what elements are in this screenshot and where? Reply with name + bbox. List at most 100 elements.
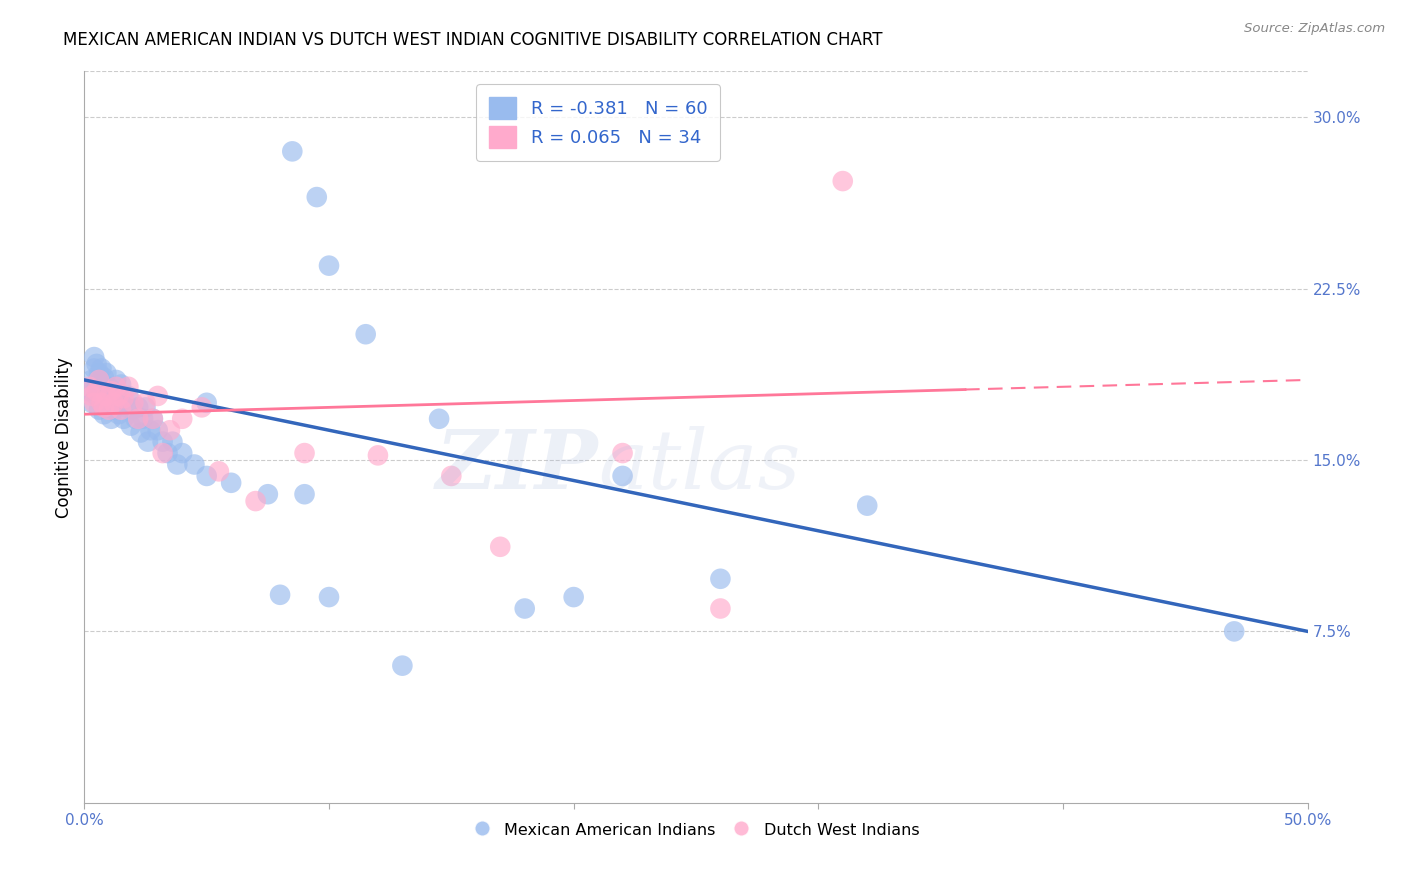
Point <box>281 145 304 159</box>
Point <box>105 380 128 394</box>
Point <box>269 588 291 602</box>
Point <box>132 412 155 426</box>
Point <box>93 391 115 405</box>
Point <box>93 401 115 415</box>
Point <box>80 389 103 403</box>
Point <box>80 373 103 387</box>
Point <box>87 373 110 387</box>
Point <box>257 487 280 501</box>
Point <box>294 446 316 460</box>
Point <box>105 373 128 387</box>
Point <box>183 458 205 472</box>
Point <box>513 601 536 615</box>
Point <box>427 412 450 426</box>
Point <box>305 190 328 204</box>
Point <box>77 384 100 399</box>
Point <box>100 393 122 408</box>
Point <box>96 401 118 415</box>
Text: ZIP: ZIP <box>436 426 598 507</box>
Point <box>83 396 105 410</box>
Point <box>152 446 174 460</box>
Point <box>97 396 120 410</box>
Point <box>97 380 120 394</box>
Point <box>125 412 148 426</box>
Point <box>83 361 105 376</box>
Point <box>86 357 108 371</box>
Point <box>440 469 463 483</box>
Point <box>129 425 152 440</box>
Point <box>709 601 731 615</box>
Point <box>87 366 110 380</box>
Point <box>146 423 169 437</box>
Point <box>159 423 181 437</box>
Point <box>110 402 132 417</box>
Point <box>100 412 122 426</box>
Point <box>391 658 413 673</box>
Point <box>110 396 132 410</box>
Point <box>709 572 731 586</box>
Point <box>142 412 165 426</box>
Point <box>90 380 112 394</box>
Point <box>831 174 853 188</box>
Text: MEXICAN AMERICAN INDIAN VS DUTCH WEST INDIAN COGNITIVE DISABILITY CORRELATION CH: MEXICAN AMERICAN INDIAN VS DUTCH WEST IN… <box>63 31 883 49</box>
Point <box>156 446 179 460</box>
Y-axis label: Cognitive Disability: Cognitive Disability <box>55 357 73 517</box>
Point <box>122 396 145 410</box>
Text: atlas: atlas <box>598 426 800 507</box>
Point <box>191 401 214 415</box>
Point <box>127 401 149 415</box>
Point <box>117 380 139 394</box>
Point <box>135 396 157 410</box>
Point <box>107 407 129 421</box>
Point <box>122 402 145 417</box>
Point <box>103 396 125 410</box>
Point <box>83 350 105 364</box>
Point <box>105 389 128 403</box>
Point <box>127 412 149 426</box>
Point <box>152 434 174 449</box>
Point <box>166 458 188 472</box>
Point <box>103 402 125 417</box>
Point <box>136 434 159 449</box>
Point <box>96 384 118 399</box>
Point <box>107 389 129 403</box>
Point <box>86 377 108 392</box>
Point <box>93 407 115 421</box>
Point <box>562 590 585 604</box>
Point <box>90 361 112 376</box>
Point <box>112 412 135 426</box>
Point <box>1223 624 1246 639</box>
Point <box>139 423 162 437</box>
Point <box>110 377 132 392</box>
Legend: Mexican American Indians, Dutch West Indians: Mexican American Indians, Dutch West Ind… <box>467 814 925 846</box>
Point <box>245 494 267 508</box>
Point <box>354 327 377 342</box>
Point <box>195 396 218 410</box>
Point <box>87 384 110 399</box>
Point <box>146 389 169 403</box>
Point <box>117 389 139 403</box>
Point <box>87 402 110 417</box>
Point <box>294 487 316 501</box>
Point <box>96 366 118 380</box>
Point <box>162 434 184 449</box>
Point <box>96 389 118 403</box>
Point <box>856 499 879 513</box>
Point <box>195 469 218 483</box>
Point <box>120 418 142 433</box>
Point <box>115 401 138 415</box>
Point <box>208 464 231 478</box>
Point <box>219 475 242 490</box>
Point <box>367 449 389 463</box>
Point <box>318 259 340 273</box>
Point <box>172 446 194 460</box>
Point <box>112 391 135 405</box>
Point <box>142 412 165 426</box>
Point <box>86 389 108 403</box>
Point <box>100 384 122 399</box>
Point <box>93 370 115 384</box>
Point <box>90 396 112 410</box>
Point <box>80 396 103 410</box>
Point <box>489 540 512 554</box>
Text: Source: ZipAtlas.com: Source: ZipAtlas.com <box>1244 22 1385 36</box>
